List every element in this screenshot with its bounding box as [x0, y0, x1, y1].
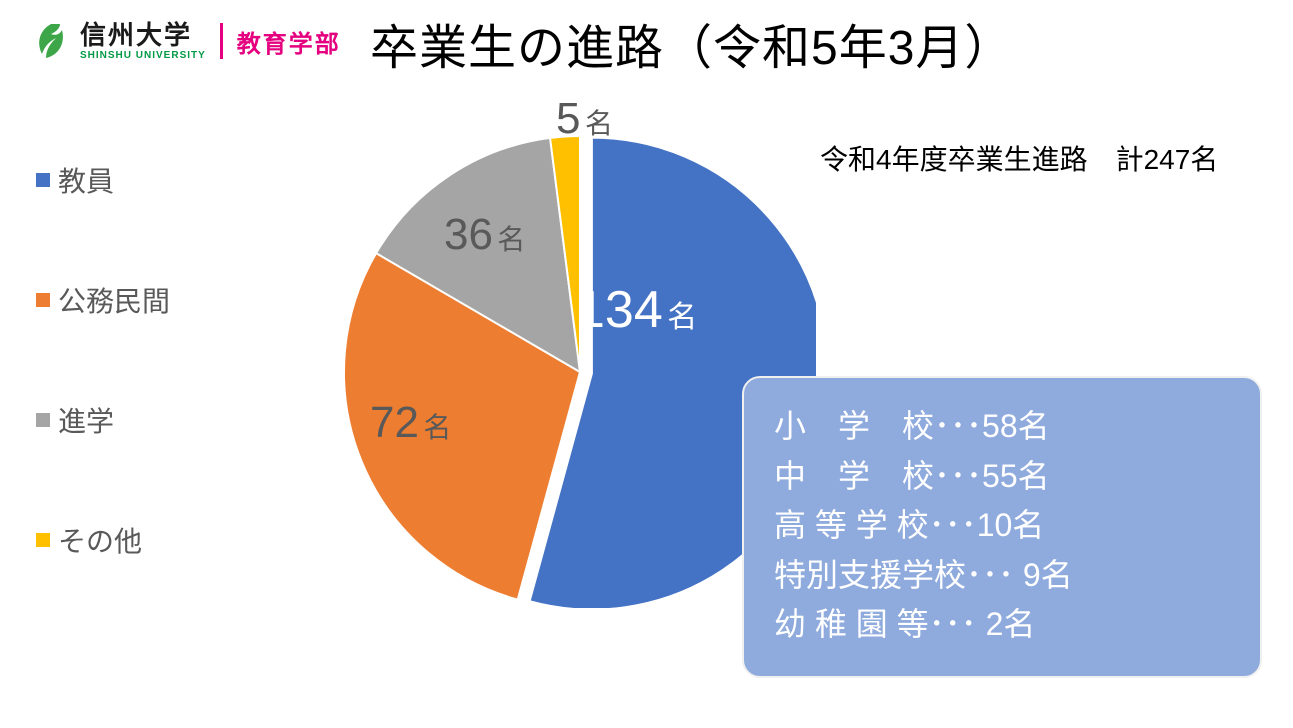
slice-unit: 名 — [667, 301, 697, 334]
legend-label: 公務民間 — [58, 280, 170, 320]
logo-divider — [220, 23, 223, 59]
legend-item: その他 — [36, 520, 170, 560]
legend-item: 進学 — [36, 400, 170, 440]
chart-subtitle: 令和4年度卒業生進路 計247名 — [820, 138, 1218, 178]
university-name-en: SHINSHU UNIVERSITY — [80, 50, 206, 61]
leaf-icon — [30, 20, 72, 62]
callout-row: 中 学 校･･･55名 — [774, 452, 1230, 502]
legend-item: 教員 — [36, 160, 170, 200]
legend-swatch — [36, 533, 50, 547]
slice-label: 72 名 — [370, 398, 451, 448]
callout-row: 幼 稚 園 等･･･ 2名 — [774, 600, 1230, 650]
slice-label: 5 名 — [556, 94, 613, 144]
slice-unit: 名 — [497, 224, 525, 255]
faculty-name: 教育学部 — [237, 24, 341, 59]
slice-label-main: 134 名 — [576, 280, 697, 340]
legend-swatch — [36, 293, 50, 307]
logo-text: 信州大学 SHINSHU UNIVERSITY — [80, 21, 206, 61]
callout-row: 小 学 校･･･58名 — [774, 402, 1230, 452]
legend-label: 教員 — [58, 160, 114, 200]
legend-swatch — [36, 173, 50, 187]
breakdown-callout: 小 学 校･･･58名 中 学 校･･･55名 高 等 学 校･･･10名 特別… — [742, 376, 1262, 678]
page-title: 卒業生の進路（令和5年3月） — [370, 8, 1013, 78]
chart-legend: 教員 公務民間 進学 その他 — [36, 160, 170, 560]
slice-label: 36 名 — [444, 210, 525, 260]
slice-unit: 名 — [423, 412, 451, 443]
legend-label: その他 — [58, 520, 142, 560]
legend-item: 公務民間 — [36, 280, 170, 320]
callout-row: 高 等 学 校･･･10名 — [774, 501, 1230, 551]
university-logo: 信州大学 SHINSHU UNIVERSITY 教育学部 — [30, 20, 341, 62]
slice-value: 72 — [370, 398, 419, 447]
slice-value: 5 — [556, 94, 580, 143]
callout-row: 特別支援学校･･･ 9名 — [774, 551, 1230, 601]
slice-unit: 名 — [585, 108, 613, 139]
legend-swatch — [36, 413, 50, 427]
slice-value: 134 — [576, 281, 663, 339]
legend-label: 進学 — [58, 400, 114, 440]
slice-value: 36 — [444, 210, 493, 259]
university-name-jp: 信州大学 — [80, 21, 206, 50]
